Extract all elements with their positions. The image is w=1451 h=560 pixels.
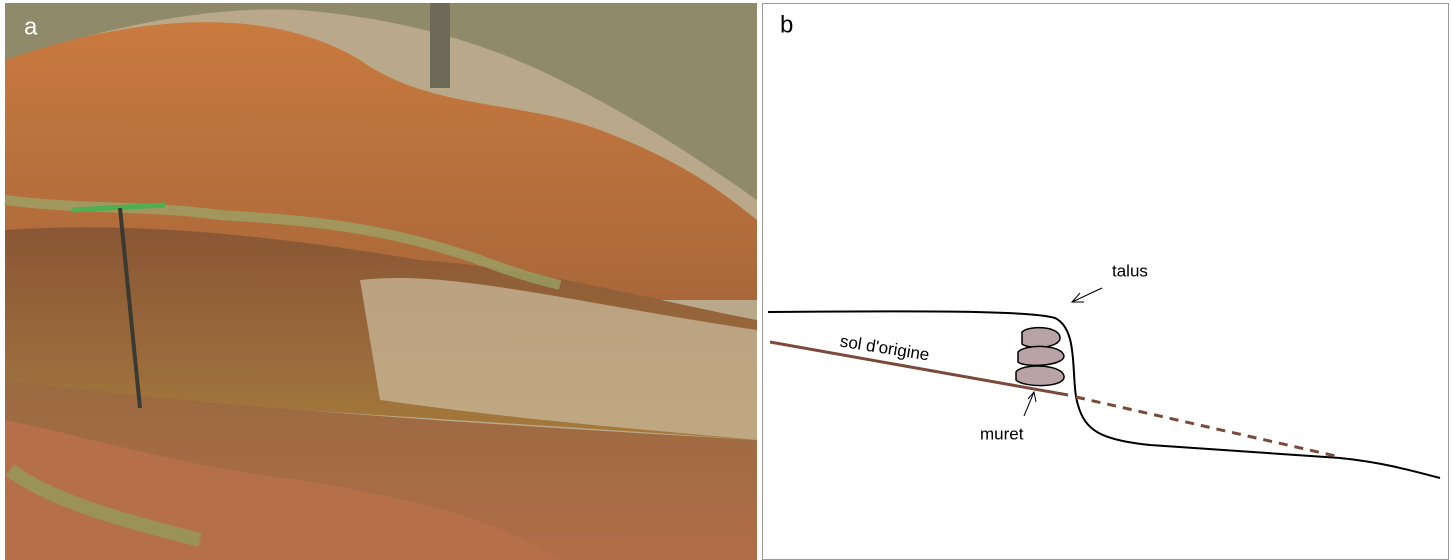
panel-label: b (780, 11, 793, 38)
soil-mound (5, 22, 757, 301)
original-soil-line (769, 340, 1069, 397)
panel-label: a (24, 13, 38, 40)
auger-handle (71, 202, 166, 213)
arrowhead (1027, 390, 1037, 403)
stones (360, 278, 757, 440)
diagram: b talus sol d'origine muret (762, 3, 1449, 560)
arrowhead (1070, 292, 1084, 303)
label-talus: talus (1112, 261, 1148, 280)
diagram-frame (762, 3, 1449, 560)
arrow (1023, 391, 1035, 417)
auger-shaft (118, 207, 142, 409)
photo: a (4, 3, 757, 560)
stone (1015, 365, 1065, 387)
arrow (1071, 287, 1103, 303)
tree-trunk (430, 3, 450, 88)
grass (5, 464, 202, 547)
label-wall: muret (980, 424, 1024, 443)
stone (1021, 326, 1061, 349)
ground-surface (767, 310, 1441, 479)
original-soil-dashed (1075, 395, 1341, 459)
stone (1017, 345, 1065, 367)
forest (5, 3, 757, 200)
